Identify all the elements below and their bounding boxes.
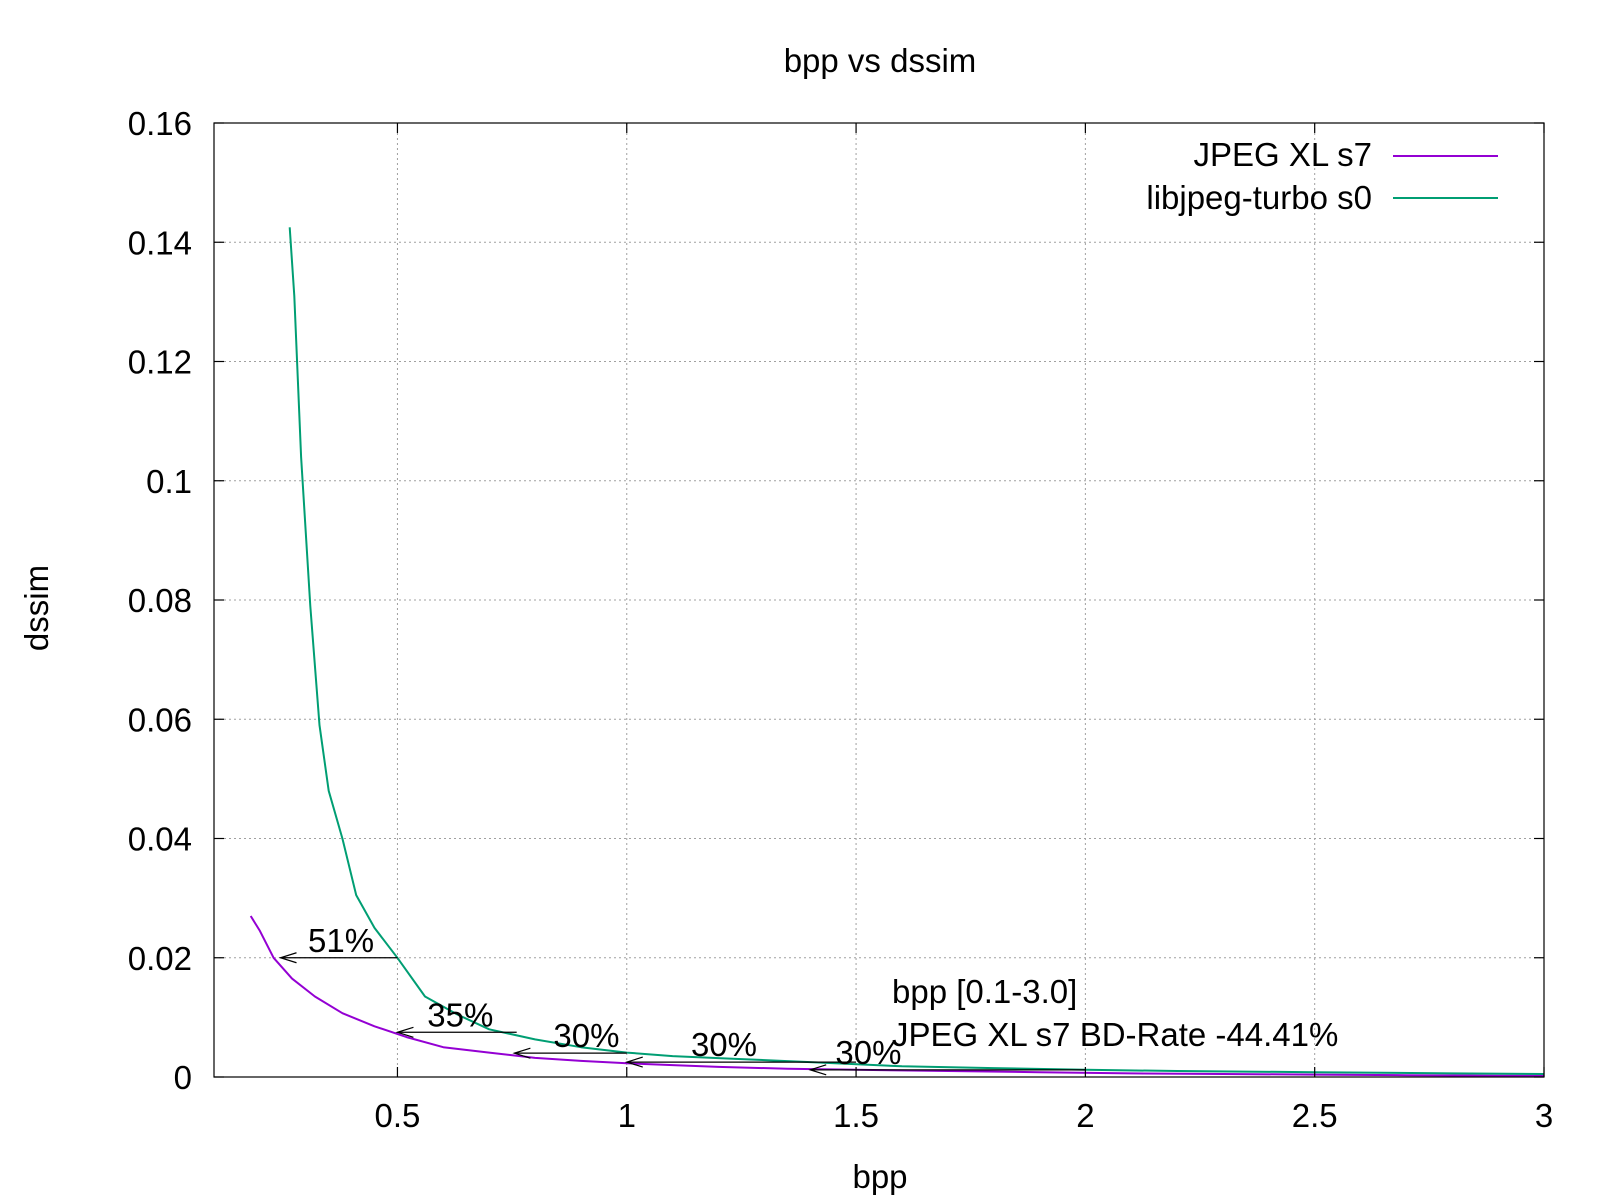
x-tick-label: 1 xyxy=(618,1097,636,1134)
y-tick-label: 0 xyxy=(174,1059,192,1096)
annotation-label: 51% xyxy=(308,922,374,959)
bd-rate-range: bpp [0.1-3.0] xyxy=(892,973,1077,1010)
annotation-label: 30% xyxy=(835,1034,901,1071)
chart-title: bpp vs dssim xyxy=(784,42,977,79)
bd-annotation: 35% xyxy=(395,996,517,1038)
bd-annotation: 51% xyxy=(278,922,398,964)
annotation-label: 30% xyxy=(553,1017,619,1054)
y-tick-label: 0.06 xyxy=(128,701,192,738)
y-tick-label: 0.12 xyxy=(128,344,192,381)
series-line-jpeg-xl xyxy=(249,915,1544,1077)
y-axis-title: dssim xyxy=(18,565,55,651)
bd-annotation: 30% xyxy=(808,1034,1086,1076)
annotation-arrowhead xyxy=(395,1026,414,1038)
legend: JPEG XL s7 libjpeg-turbo s0 xyxy=(1146,136,1498,216)
y-tick-label: 0.04 xyxy=(128,821,192,858)
x-tick-label: 2 xyxy=(1076,1097,1094,1134)
annotation-label: 35% xyxy=(427,996,493,1033)
x-tick-label: 0.5 xyxy=(375,1097,421,1134)
annotation-arrowhead xyxy=(512,1047,531,1059)
bd-annotation: 30% xyxy=(512,1017,627,1059)
legend-label-jpeg-xl: JPEG XL s7 xyxy=(1193,136,1372,173)
y-tick-label: 0.08 xyxy=(128,582,192,619)
y-tick-label: 0.02 xyxy=(128,940,192,977)
series-layer xyxy=(249,227,1545,1077)
annotation-arrowhead xyxy=(624,1056,643,1068)
x-axis-title: bpp xyxy=(852,1158,907,1195)
legend-label-libjpeg-turbo: libjpeg-turbo s0 xyxy=(1146,179,1372,216)
series-line-libjpeg-turbo xyxy=(288,227,1545,1075)
x-tick-label: 1.5 xyxy=(833,1097,879,1134)
annotation-label: 30% xyxy=(691,1026,757,1063)
plot-frame xyxy=(213,122,1545,1078)
y-tick-label: 0.16 xyxy=(128,105,192,142)
x-tick-label: 3 xyxy=(1535,1097,1553,1134)
annotation-arrowhead xyxy=(278,952,297,964)
axis-layer: 0 0.02 0.04 0.06 0.08 0.1 0.12 0.14 0.16 0.5 1 1.5 2… xyxy=(128,105,1553,1134)
bd-rate-value: JPEG XL s7 BD-Rate -44.41% xyxy=(892,1016,1338,1053)
annotation-arrowhead xyxy=(808,1064,827,1076)
bd-rate-note: bpp [0.1-3.0] JPEG XL s7 BD-Rate -44.41% xyxy=(892,973,1338,1053)
annotation-layer: 51% 35% 30% 30% 30% xyxy=(278,922,1086,1076)
y-tick-label: 0.14 xyxy=(128,224,192,261)
legend-entry-jpeg-xl: JPEG XL s7 xyxy=(1193,136,1498,173)
x-tick-label: 2.5 xyxy=(1292,1097,1338,1134)
legend-entry-libjpeg-turbo: libjpeg-turbo s0 xyxy=(1146,179,1498,216)
grid-layer xyxy=(214,123,1544,1077)
y-tick-label: 0.1 xyxy=(146,463,192,500)
bd-annotation: 30% xyxy=(624,1026,857,1068)
